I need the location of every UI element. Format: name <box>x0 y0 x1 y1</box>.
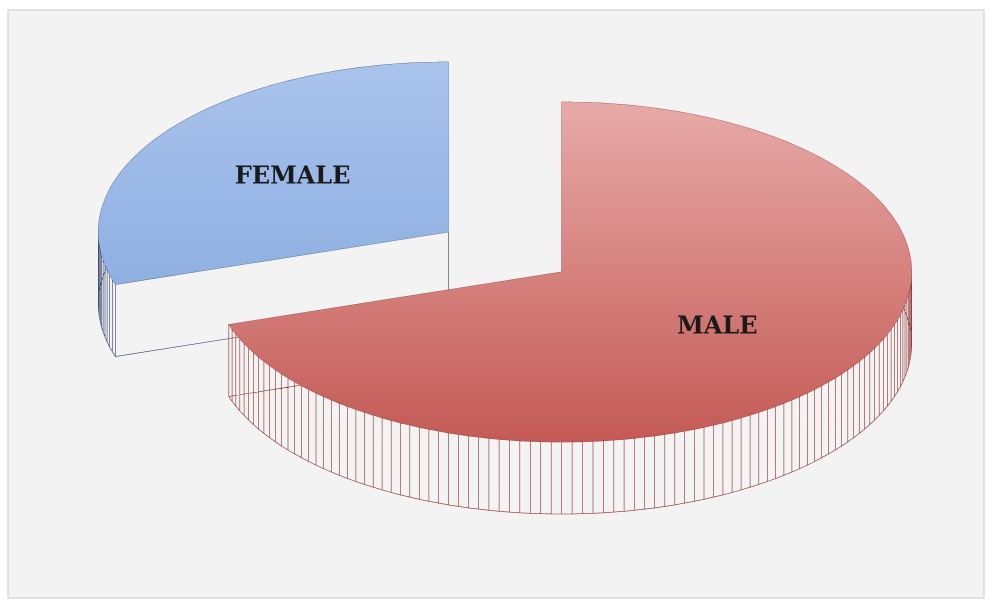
plot-area: FEMALE MALE <box>98 61 912 515</box>
slice-label: FEMALE <box>235 161 351 190</box>
slice <box>98 62 449 285</box>
slice <box>228 102 912 442</box>
slice-label: MALE <box>677 310 757 339</box>
